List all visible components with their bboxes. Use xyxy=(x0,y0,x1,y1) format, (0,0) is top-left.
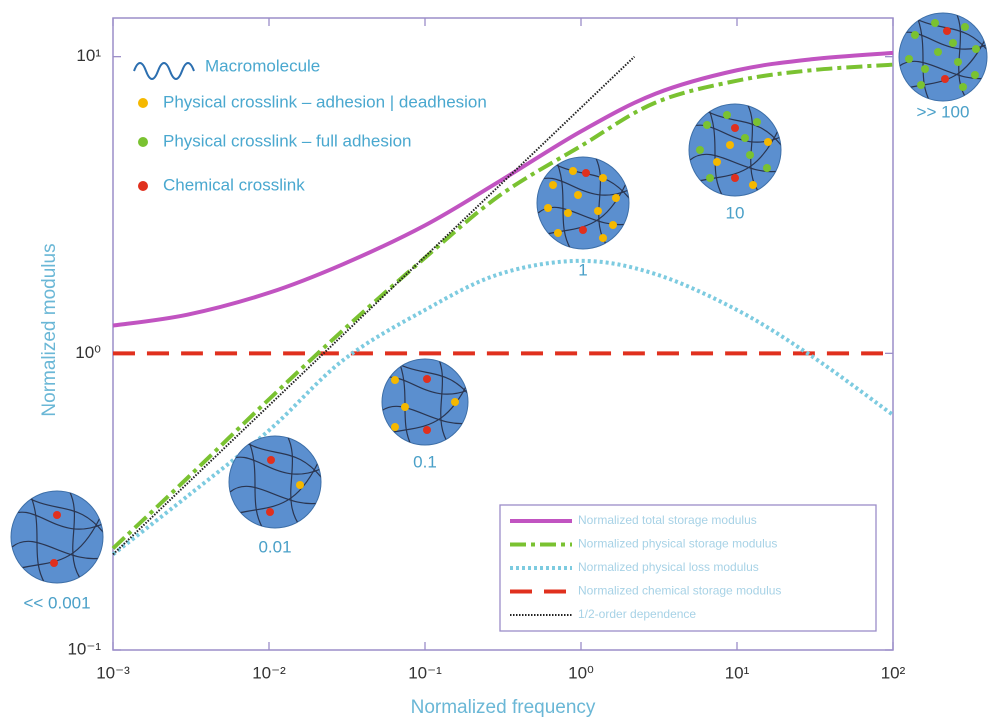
crosslink-dot xyxy=(731,124,739,132)
crosslink-dot xyxy=(943,27,951,35)
inset xyxy=(533,153,633,253)
crosslink-dot xyxy=(582,169,590,177)
key-wave xyxy=(134,63,194,79)
crosslink-dot xyxy=(423,375,431,383)
key-label: Physical crosslink – adhesion | deadhesi… xyxy=(163,92,487,111)
crosslink-dot xyxy=(267,456,275,464)
crosslink-dot xyxy=(423,426,431,434)
crosslink-dot xyxy=(972,45,980,53)
crosslink-dot xyxy=(731,174,739,182)
crosslink-dot xyxy=(554,229,562,237)
x-tick-label: 10⁻¹ xyxy=(408,663,442,682)
inset xyxy=(375,352,475,452)
x-tick-label: 10² xyxy=(881,663,906,682)
y-tick-label: 10¹ xyxy=(76,46,101,65)
inset xyxy=(893,7,988,107)
crosslink-dot xyxy=(713,158,721,166)
crosslink-dot xyxy=(50,559,58,567)
crosslink-dot xyxy=(726,141,734,149)
crosslink-dot xyxy=(296,481,304,489)
crosslink-dot xyxy=(959,83,967,91)
x-tick-label: 10⁰ xyxy=(568,663,594,682)
crosslink-dot xyxy=(764,138,772,146)
crosslink-dot xyxy=(931,19,939,27)
x-tick-label: 10¹ xyxy=(725,663,750,682)
crosslink-dot xyxy=(391,423,399,431)
crosslink-dot xyxy=(594,207,602,215)
inset xyxy=(685,100,785,200)
inset xyxy=(225,432,325,532)
crosslink-dot xyxy=(949,39,957,47)
crosslink-dot xyxy=(266,508,274,516)
key-dot xyxy=(138,98,148,108)
legend-label: Normalized physical loss modulus xyxy=(578,560,759,574)
legend-label: 1/2-order dependence xyxy=(578,607,696,621)
inset-label: 0.1 xyxy=(413,452,437,471)
y-tick-label: 10⁰ xyxy=(75,343,101,362)
crosslink-dot xyxy=(53,511,61,519)
legend-label: Normalized physical storage modulus xyxy=(578,537,777,551)
crosslink-dot xyxy=(746,151,754,159)
crosslink-dot xyxy=(599,174,607,182)
crosslink-dot xyxy=(391,376,399,384)
crosslink-dot xyxy=(451,398,459,406)
inset-label: 1 xyxy=(578,260,587,279)
key-label: Macromolecule xyxy=(205,56,320,75)
crosslink-dot xyxy=(934,48,942,56)
crosslink-dot xyxy=(569,167,577,175)
x-tick-label: 10⁻³ xyxy=(96,663,130,682)
inset-label: 0.01 xyxy=(258,537,291,556)
crosslink-dot xyxy=(971,71,979,79)
key-dot xyxy=(138,137,148,147)
crosslink-dot xyxy=(961,23,969,31)
chart: Normalized frequency Normalized modulus … xyxy=(0,0,988,721)
x-axis-label: Normalized frequency xyxy=(411,697,596,718)
inset xyxy=(7,487,107,587)
crosslink-dot xyxy=(544,204,552,212)
crosslink-dot xyxy=(911,31,919,39)
crosslink-dot xyxy=(579,226,587,234)
crosslink-dot xyxy=(609,221,617,229)
crosslink-dot xyxy=(401,403,409,411)
crosslink-dot xyxy=(905,55,913,63)
inset-label: << 0.001 xyxy=(23,593,90,612)
crosslink-dot xyxy=(696,146,704,154)
y-axis-label: Normalized modulus xyxy=(39,243,60,416)
legend-label: Normalized total storage modulus xyxy=(578,513,757,527)
key-dot xyxy=(138,181,148,191)
legend-label: Normalized chemical storage modulus xyxy=(578,584,781,598)
y-tick-label: 10⁻¹ xyxy=(67,639,101,658)
crosslink-dot xyxy=(763,164,771,172)
crosslink-dot xyxy=(549,181,557,189)
crosslink-dot xyxy=(723,111,731,119)
crosslink-dot xyxy=(564,209,572,217)
crosslink-dot xyxy=(921,65,929,73)
crosslink-dot xyxy=(599,234,607,242)
crosslink-dot xyxy=(749,181,757,189)
crosslink-dot xyxy=(741,134,749,142)
key-label: Physical crosslink – full adhesion xyxy=(163,131,412,150)
crosslink-dot xyxy=(706,174,714,182)
x-tick-label: 10⁻² xyxy=(252,663,286,682)
crosslink-dot xyxy=(917,81,925,89)
inset-label: 10 xyxy=(726,203,745,222)
crosslink-dot xyxy=(612,194,620,202)
crosslink-dot xyxy=(753,118,761,126)
crosslink-dot xyxy=(703,121,711,129)
crosslink-dot xyxy=(954,58,962,66)
crosslink-dot xyxy=(574,191,582,199)
crosslink-dot xyxy=(941,75,949,83)
inset-label: >> 100 xyxy=(917,102,970,121)
key-label: Chemical crosslink xyxy=(163,175,305,194)
